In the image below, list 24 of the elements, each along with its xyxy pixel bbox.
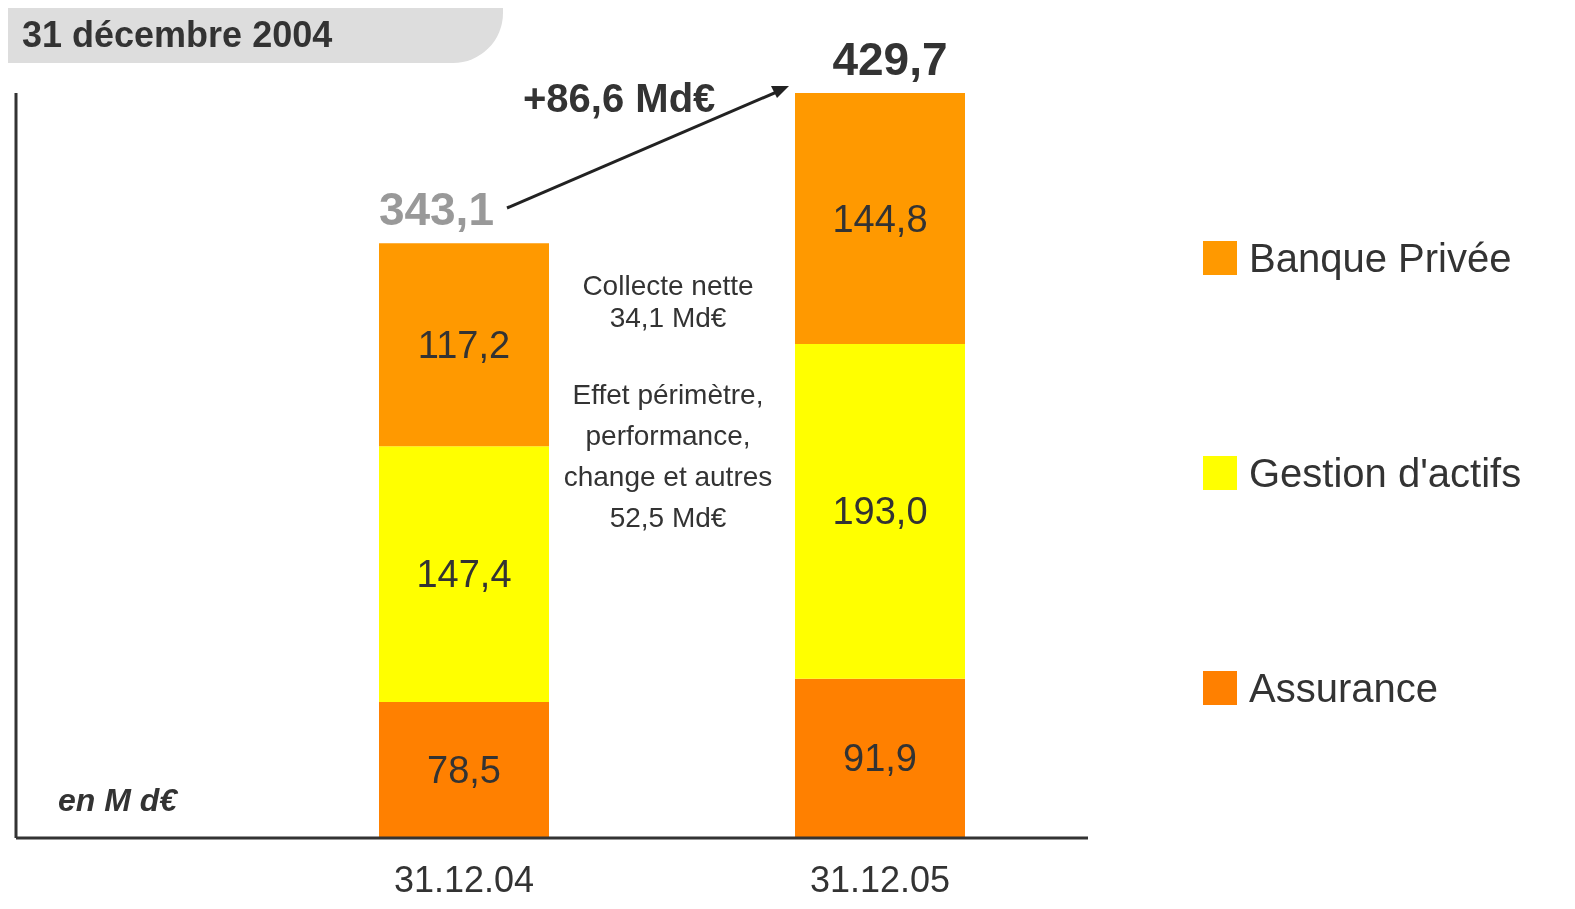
- bar: [379, 243, 549, 447]
- bar: [379, 701, 549, 838]
- annotation: en M d€: [58, 782, 179, 819]
- legend-label: Assurance: [1249, 665, 1438, 712]
- bar: [379, 446, 549, 702]
- data-label: 117,2: [417, 323, 511, 366]
- bar: [795, 93, 965, 345]
- data-label: 91,9: [843, 737, 917, 780]
- x-tick-label: 31.12.05: [809, 858, 951, 900]
- total-label: 429,7: [832, 33, 948, 85]
- total-label: 343,1: [378, 183, 494, 236]
- bar: [795, 344, 965, 679]
- data-label: 147,4: [416, 553, 512, 596]
- annotation: +86,6 Md€: [523, 76, 717, 121]
- data-label: 193,0: [832, 490, 928, 533]
- bar: [795, 678, 965, 838]
- x-tick-label: 31.12.04: [393, 858, 535, 900]
- chart-title: 31 décembre 2004: [22, 13, 333, 56]
- data-label: 78,5: [427, 748, 501, 791]
- annotation: Effet périmètre, performance, change et autres 52,5 Md€: [562, 378, 774, 535]
- annotation: Collecte nette 34,1 Md€: [581, 270, 755, 334]
- data-label: 144,8: [832, 197, 928, 240]
- legend-label: Banque Privée: [1249, 235, 1512, 282]
- legend-label: Gestion d'actifs: [1249, 450, 1522, 497]
